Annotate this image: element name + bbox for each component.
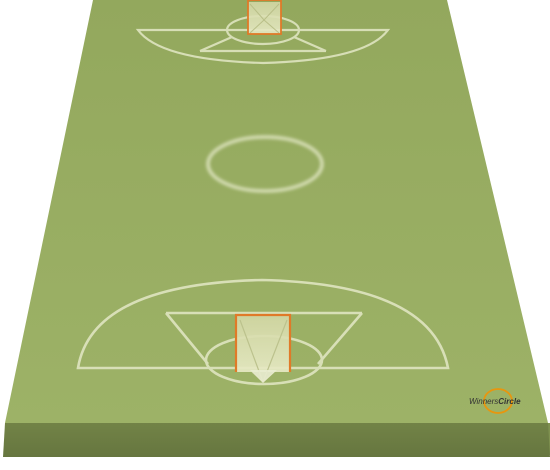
far-goal-area bbox=[135, 14, 391, 65]
far-arc bbox=[135, 28, 391, 65]
logo-text-regular: Winners bbox=[469, 397, 498, 406]
near-goal-net bbox=[236, 316, 290, 372]
center-area bbox=[206, 135, 324, 193]
svg-text:WinnersCircle: WinnersCircle bbox=[469, 397, 521, 406]
far-wedge bbox=[199, 35, 327, 53]
logo-ring-icon bbox=[483, 388, 513, 414]
near-goal-frame bbox=[234, 313, 292, 372]
logo-text-bold: Circle bbox=[498, 397, 521, 406]
near-arc bbox=[76, 278, 450, 370]
field-top-surface bbox=[5, 0, 548, 423]
near-goal-floor bbox=[250, 370, 277, 383]
field-front-face bbox=[3, 423, 550, 457]
far-goal bbox=[247, 0, 282, 35]
center-circle bbox=[206, 135, 324, 193]
near-wedge bbox=[164, 311, 363, 365]
winners-circle-logo: WinnersCircle bbox=[469, 388, 521, 414]
far-goal-frame bbox=[247, 0, 282, 35]
near-goal bbox=[234, 313, 292, 384]
far-goal-net-lines bbox=[249, 3, 280, 34]
